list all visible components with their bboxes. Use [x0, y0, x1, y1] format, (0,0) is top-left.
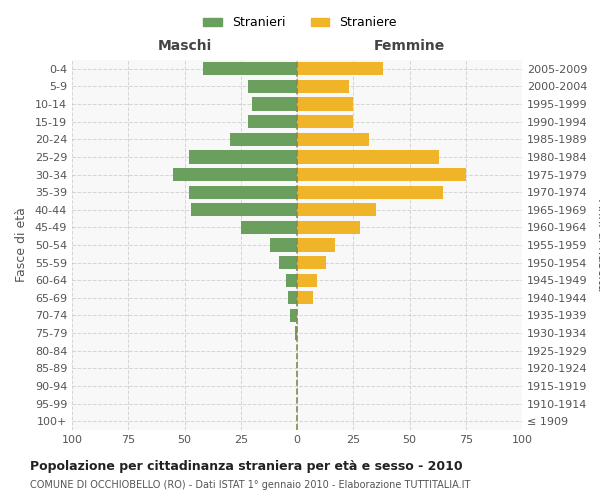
Text: Popolazione per cittadinanza straniera per età e sesso - 2010: Popolazione per cittadinanza straniera p… — [30, 460, 463, 473]
Bar — [286, 274, 297, 287]
Bar — [288, 291, 297, 304]
Bar — [241, 221, 297, 234]
Bar — [297, 256, 326, 269]
Bar — [191, 203, 297, 216]
Legend: Stranieri, Straniere: Stranieri, Straniere — [198, 11, 402, 34]
Bar — [297, 186, 443, 198]
Bar — [297, 291, 313, 304]
Bar — [248, 80, 297, 93]
Y-axis label: Anni di nascita: Anni di nascita — [595, 198, 600, 291]
Bar — [297, 62, 383, 76]
Text: Femmine: Femmine — [374, 39, 445, 53]
Bar — [297, 80, 349, 93]
Bar — [297, 238, 335, 252]
Bar — [297, 150, 439, 164]
Bar — [297, 115, 353, 128]
Bar — [279, 256, 297, 269]
Y-axis label: Fasce di età: Fasce di età — [15, 208, 28, 282]
Text: Maschi: Maschi — [157, 39, 212, 53]
Bar — [252, 98, 297, 110]
Bar — [189, 150, 297, 164]
Bar — [295, 326, 297, 340]
Bar — [189, 186, 297, 198]
Bar — [297, 132, 369, 146]
Bar — [248, 115, 297, 128]
Bar — [297, 168, 466, 181]
Bar — [297, 203, 376, 216]
Bar — [290, 309, 297, 322]
Bar — [270, 238, 297, 252]
Bar — [173, 168, 297, 181]
Bar — [203, 62, 297, 76]
Bar — [297, 221, 360, 234]
Bar — [229, 132, 297, 146]
Text: COMUNE DI OCCHIOBELLO (RO) - Dati ISTAT 1° gennaio 2010 - Elaborazione TUTTITALI: COMUNE DI OCCHIOBELLO (RO) - Dati ISTAT … — [30, 480, 470, 490]
Bar — [297, 98, 353, 110]
Bar — [297, 274, 317, 287]
